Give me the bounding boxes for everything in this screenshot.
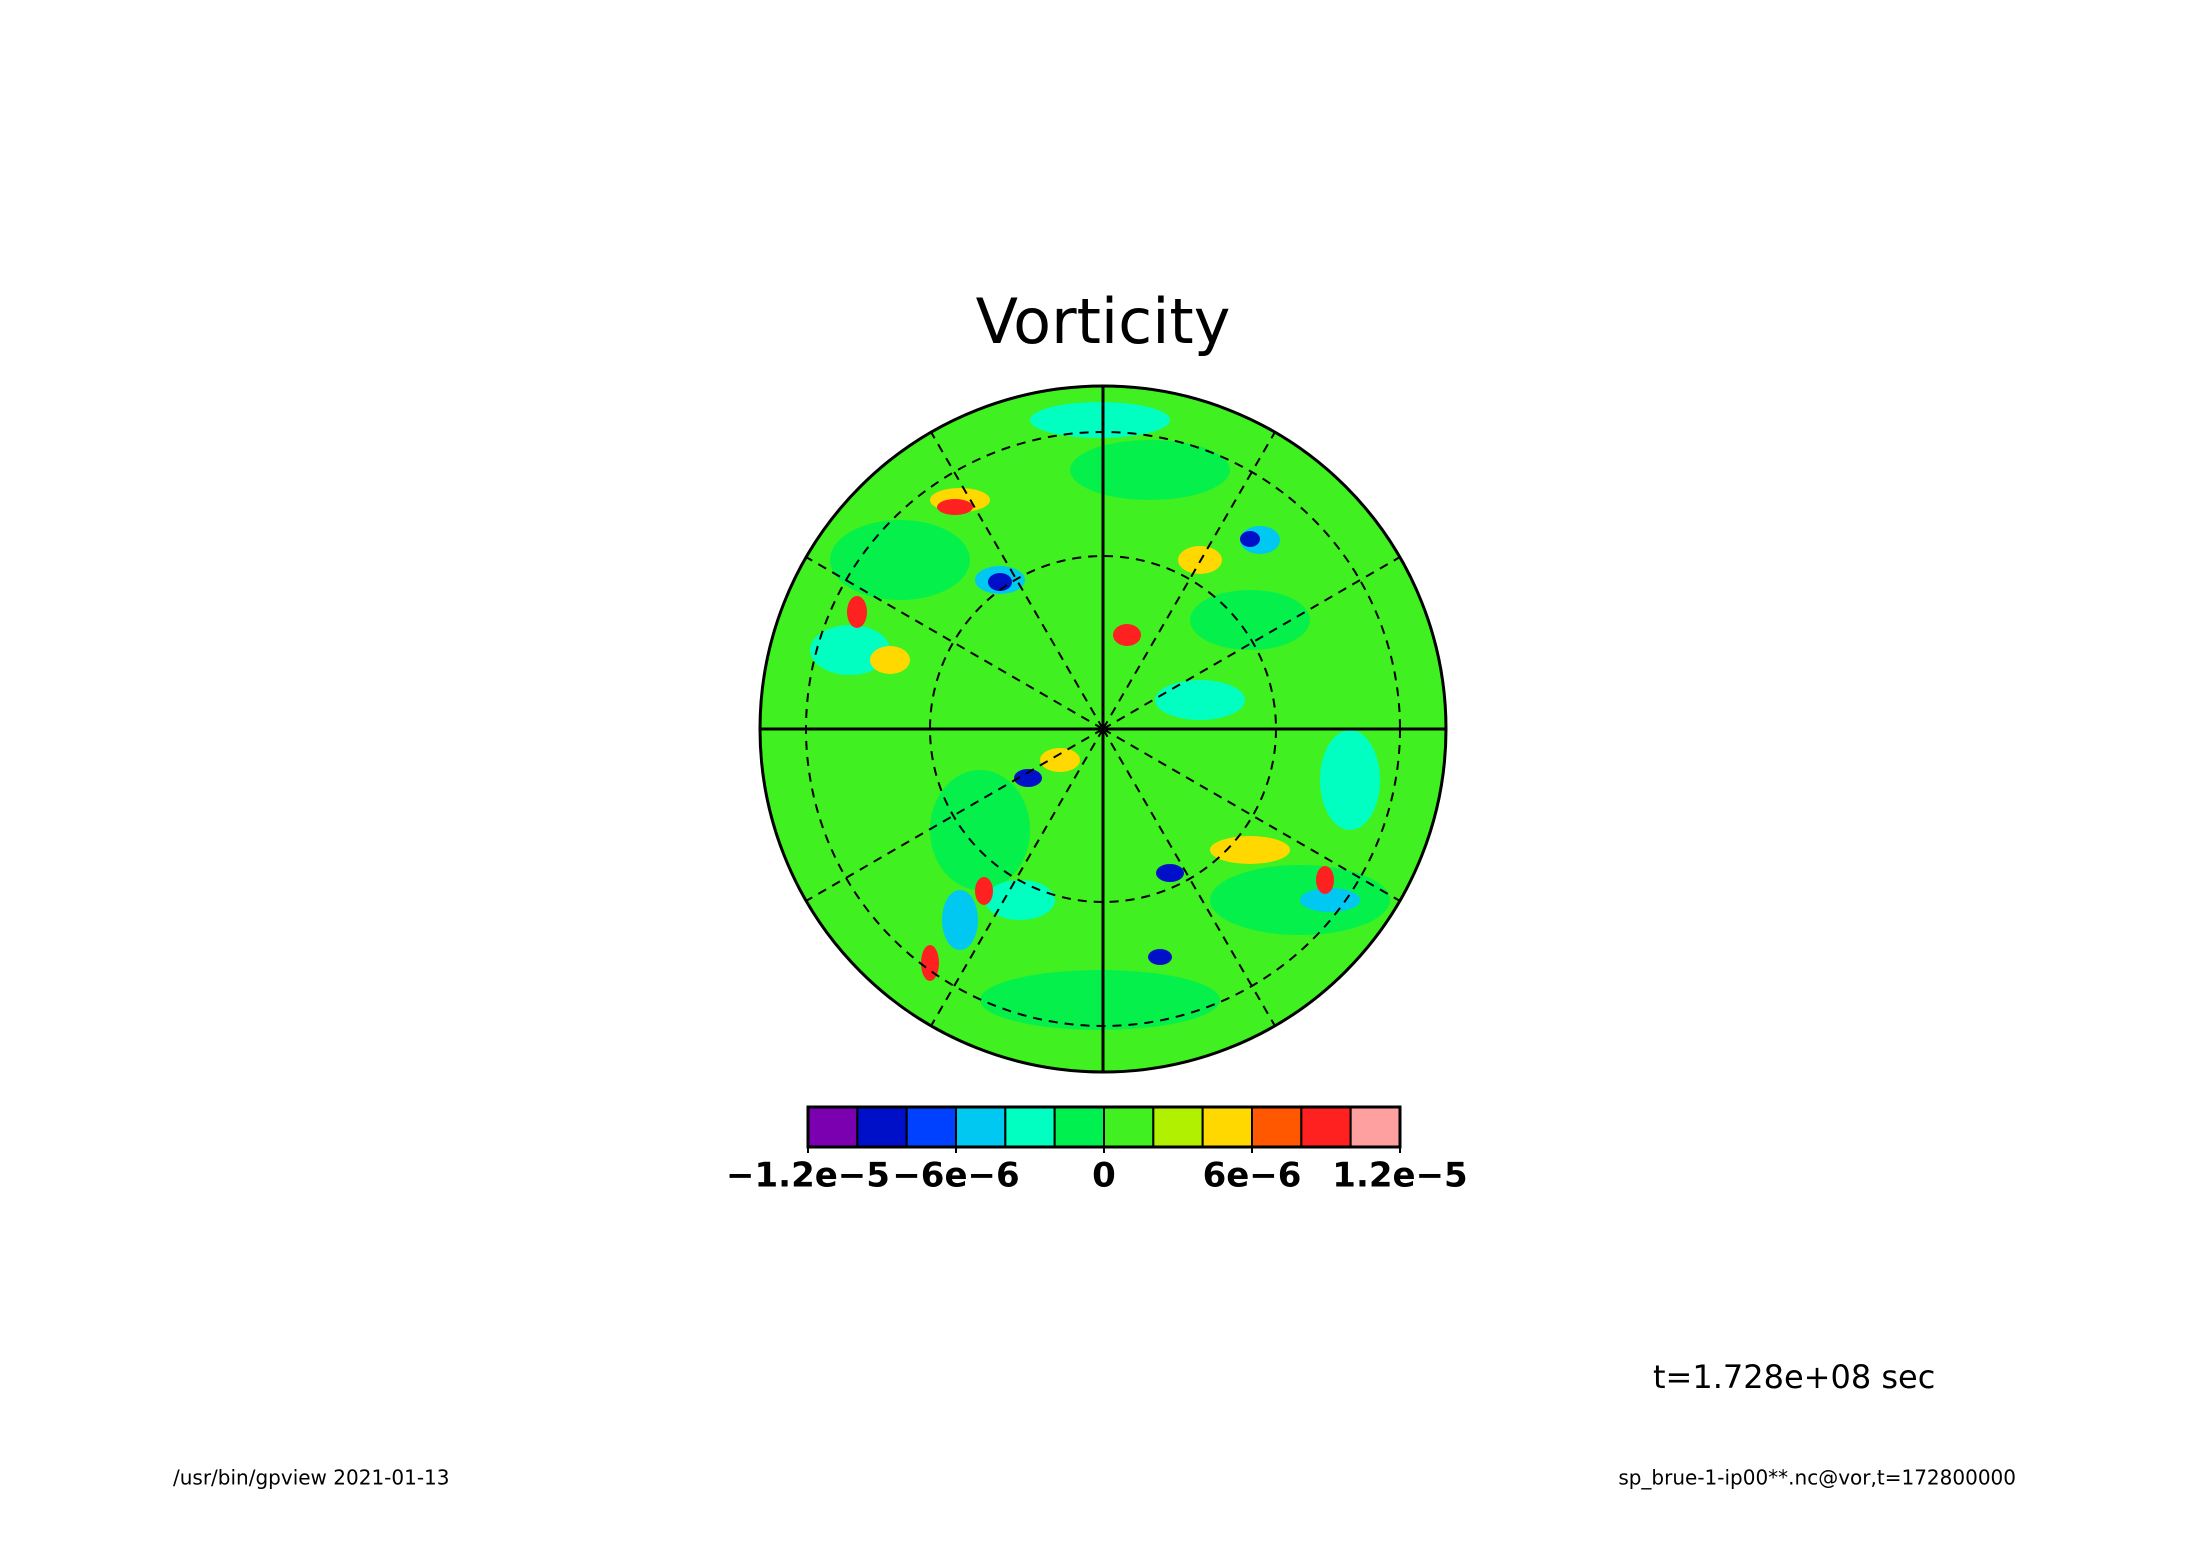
colorbar-box <box>1251 1106 1303 1148</box>
footer-left: /usr/bin/gpview 2021-01-13 <box>173 1466 450 1490</box>
colorbar-box <box>807 1106 859 1148</box>
footer-right: sp_brue-1-ip00**.nc@vor,t=172800000 <box>1618 1466 2016 1490</box>
colorbar-tick-label: −1.2e−5 <box>726 1156 890 1196</box>
frame <box>758 384 1448 1074</box>
colorbar-tick-label: 6e−6 <box>1203 1156 1302 1196</box>
colorbar-tick-label: 1.2e−5 <box>1332 1156 1467 1196</box>
colorbar-box <box>1349 1106 1401 1148</box>
colorbar-box <box>905 1106 958 1148</box>
colorbar-box <box>1201 1106 1253 1148</box>
chart-title: Vorticity <box>976 285 1231 358</box>
colorbar-tick-label: 0 <box>1092 1156 1116 1196</box>
colorbar-box <box>1152 1106 1204 1148</box>
colorbar-box <box>1004 1106 1056 1148</box>
colorbar-box <box>1103 1106 1155 1148</box>
colorbar-tick-label: −6e−6 <box>892 1156 1019 1196</box>
colorbar-box <box>856 1106 908 1148</box>
colorbar-box <box>1053 1106 1105 1148</box>
annotation: t=1.728e+08 sec <box>1653 1358 1935 1396</box>
colorbar-box <box>955 1106 1007 1148</box>
colorbar: −1.2e−5 −6e−6 0 6e−6 1.2e−5 <box>726 1105 1468 1196</box>
colorbar-box <box>1300 1106 1352 1148</box>
